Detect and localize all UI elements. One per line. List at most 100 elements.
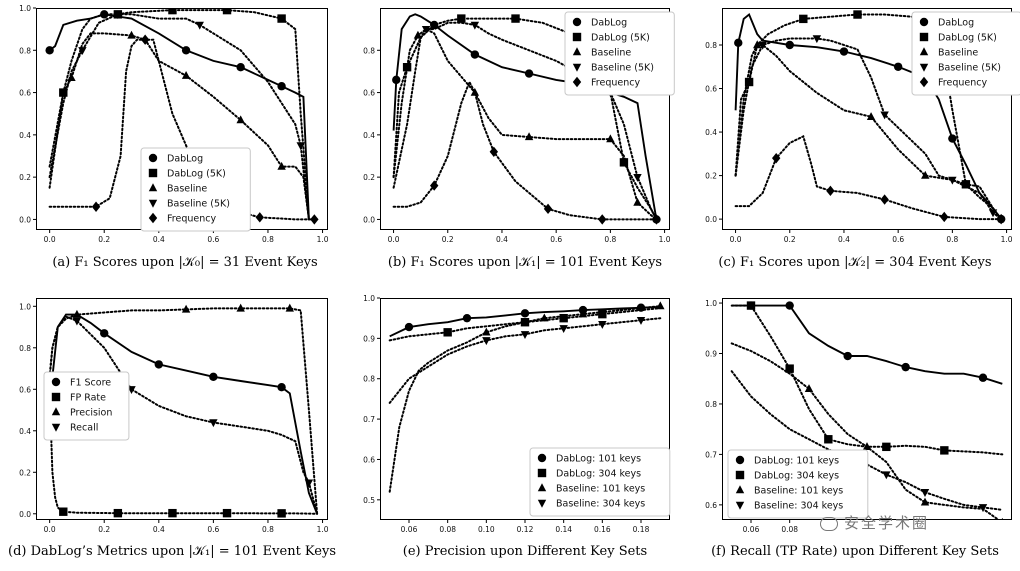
legend-entry: Baseline: 101 keys [537,483,645,495]
x-tick-label: 0.6 [892,235,904,244]
legend-entry: DabLog: 101 keys [537,453,641,465]
data-point [978,504,988,513]
y-tick-label: 0.9 [705,350,717,359]
legend-marker [919,17,929,27]
legend-marker [537,468,547,478]
legend-label: Baseline [167,184,207,195]
series-line [49,13,310,220]
legend-entry: DabLog: 304 keys [735,471,839,482]
legend-marker [51,407,61,416]
legend-label: DabLog [591,18,627,29]
series-baseline [734,40,1003,221]
legend-entry: DabLog (5K) [572,33,650,44]
data-point [559,313,568,323]
legend-entry: Baseline [919,47,978,59]
data-point [996,213,1006,225]
x-tick-label: 0.6 [550,235,562,244]
caption-e: (e) Precision upon Different Key Sets [402,544,648,559]
data-point [430,180,439,191]
caption-c: (c) F₁ Scores upon |𝒦₂| = 304 Event Keys [718,255,992,270]
y-tick-label: 1.0 [19,4,31,13]
legend-label: DabLog: 101 keys [754,456,839,467]
x-tick-label: 0.0 [388,235,400,244]
legend-label: Baseline: 304 keys [754,501,843,512]
legend-entry: Frequency [148,212,216,225]
chart-panel-1: 0.0 0.2 0.4 0.6 0.8 1.00.00.20.40.60.8DabLogD… [363,8,675,244]
y-tick-label: 0.5 [363,496,375,505]
data-point [812,35,822,44]
legend-entry: Baseline: 304 keys [537,499,645,510]
legend: DabLog: 101 keys DabLog: 304 keys Baseline… [727,449,869,519]
legend-label: DabLog (5K) [938,33,997,44]
data-point [127,30,136,39]
data-point [1001,517,1003,519]
legend-marker [735,501,745,510]
series-baseline-101-keys [388,301,665,493]
data-point [511,14,520,23]
data-point [839,47,849,56]
legend-marker [537,453,547,463]
data-point [421,25,431,34]
data-point [392,75,401,85]
data-point [277,14,286,23]
legend-entry: Baseline: 101 keys [735,485,843,497]
data-point [520,309,530,318]
legend-marker [537,499,547,508]
x-tick-label: 0.4 [153,235,165,244]
legend-marker [51,423,61,432]
data-point [91,201,101,212]
data-point [524,69,534,78]
data-point [882,471,891,480]
data-point [948,134,957,143]
data-point [100,329,109,338]
x-tick-label: 0.2 [784,235,796,244]
legend-marker [735,485,745,494]
data-point [181,304,191,313]
data-point [524,132,534,141]
data-point [559,325,568,333]
series-recall [48,315,319,515]
legend-marker [572,63,582,72]
y-tick-label: 0.4 [363,131,375,140]
x-tick-label: 0.8 [946,235,958,244]
x-tick-label: 0.8 [262,525,274,534]
legend-entry: DabLog [148,154,203,165]
data-point [277,509,286,518]
data-point [168,9,177,15]
data-point [633,197,642,206]
data-point [168,508,177,518]
legend-marker [919,63,929,72]
data-point [154,360,164,369]
x-tick-label: 0.12 [517,525,534,534]
x-tick-label: 0.4 [838,235,850,244]
series-line [734,134,1003,221]
data-point [296,142,305,151]
series-line [48,371,319,515]
data-point [140,34,150,45]
legend-label: Baseline: 304 keys [556,499,645,510]
legend-entry: Baseline (5K) [919,63,1001,74]
y-tick-label: 1.0 [363,294,375,303]
x-tick-label: 0.0 [44,235,56,244]
data-point [236,115,245,124]
legend-entry: DabLog [919,17,974,29]
series-line [392,79,658,221]
data-point [880,111,889,120]
data-point [893,62,903,71]
data-point [413,30,423,39]
data-point [785,364,794,373]
legend-label: Frequency [938,78,987,89]
series-line [392,13,658,220]
data-point [404,322,414,332]
x-tick-label: 0.6 [207,235,219,244]
legend-entry: Frequency [572,76,640,89]
legend-label: DabLog (5K) [167,169,226,180]
data-point [920,497,930,506]
legend-entry: Frequency [919,76,987,89]
y-tick-label: 0.4 [19,131,31,140]
y-tick-label: 0.8 [705,41,717,50]
legend-box [529,447,671,517]
x-tick-label: 0.16 [594,525,611,534]
legend-label: Baseline: 101 keys [754,486,843,497]
y-tick-label: 0.2 [19,173,31,182]
